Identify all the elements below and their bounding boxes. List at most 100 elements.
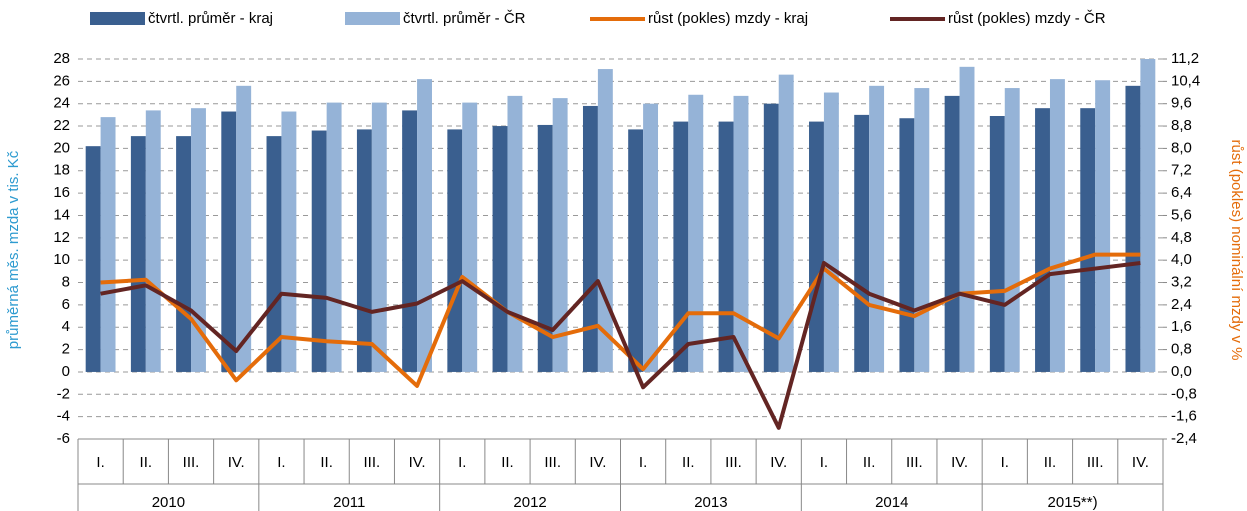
x-tick-label: IV. (770, 454, 787, 471)
bar (763, 103, 779, 372)
x-tick-label: III. (183, 454, 200, 471)
bar (778, 74, 794, 372)
y2-tick-label: 5,6 (1171, 206, 1192, 223)
bar (914, 88, 930, 372)
bar (673, 121, 689, 372)
x-tick-label: IV. (951, 454, 968, 471)
x-tick-label: I. (96, 454, 104, 471)
bar (899, 118, 915, 372)
bar (823, 92, 839, 372)
x-tick-label: I. (277, 454, 285, 471)
bar (854, 114, 870, 372)
bar (989, 116, 1005, 372)
bar (356, 129, 372, 372)
bar (1095, 80, 1111, 372)
bar (1049, 79, 1065, 372)
x-tick-label: III. (1087, 454, 1104, 471)
y2-tick-label: 0,0 (1171, 363, 1192, 380)
bar (221, 111, 237, 372)
y2-tick-label: 2,4 (1171, 296, 1192, 313)
x-tick-label: IV. (409, 454, 426, 471)
y2-tick-label: 8,8 (1171, 117, 1192, 134)
y2-tick-label: 11,2 (1171, 50, 1199, 67)
bar (537, 124, 553, 372)
x-tick-label: II. (682, 454, 695, 471)
y2-tick-label: 7,2 (1171, 162, 1192, 179)
y-tick-label: 18 (53, 162, 70, 179)
bar (944, 95, 960, 372)
y2-tick-label: -0,8 (1171, 385, 1197, 402)
y-tick-label: 20 (53, 139, 70, 156)
bar (447, 129, 463, 372)
group-label: 2014 (875, 494, 908, 511)
y-tick-label: 26 (53, 72, 70, 89)
legend-swatch (90, 12, 145, 25)
bar (1080, 108, 1096, 372)
y2-tick-label: 1,6 (1171, 318, 1192, 335)
y2-tick-label: 10,4 (1171, 72, 1200, 89)
x-tick-label: IV. (589, 454, 606, 471)
y-tick-label: -4 (57, 408, 70, 425)
y2-tick-label: 8,0 (1171, 139, 1192, 156)
legend-label: čtvrtl. průměr - kraj (148, 10, 273, 27)
bar (236, 85, 252, 372)
bar (628, 129, 644, 372)
group-label: 2015**) (1048, 494, 1098, 511)
y-tick-label: 24 (53, 95, 70, 112)
y-tick-label: 12 (53, 229, 70, 246)
group-label: 2013 (694, 494, 727, 511)
bar (371, 102, 387, 372)
x-tick-label: IV. (228, 454, 245, 471)
bar (733, 95, 749, 372)
y-tick-label: 6 (62, 296, 70, 313)
group-label: 2010 (152, 494, 185, 511)
bar (643, 103, 659, 372)
y-tick-label: 16 (53, 184, 70, 201)
bar (145, 110, 161, 372)
bar (688, 94, 704, 372)
legend-label: růst (pokles) mzdy - ČR (948, 10, 1106, 27)
y-tick-label: 10 (53, 251, 70, 268)
group-label: 2011 (333, 494, 365, 511)
x-tick-label: I. (1001, 454, 1009, 471)
line (100, 252, 1141, 388)
bar (281, 111, 297, 372)
line (100, 260, 1141, 430)
bar (326, 102, 342, 372)
x-tick-label: I. (820, 454, 828, 471)
bar (552, 98, 568, 372)
x-tick-label: III. (906, 454, 923, 471)
y-tick-label: -6 (57, 430, 70, 447)
y-tick-label: 28 (53, 50, 70, 67)
y2-tick-label: -2,4 (1171, 430, 1197, 447)
x-tick-label: II. (1044, 454, 1057, 471)
bar (507, 95, 523, 372)
bar (1125, 85, 1141, 372)
y2-tick-label: -1,6 (1171, 408, 1197, 425)
y-tick-label: 14 (53, 206, 70, 223)
y2-tick-label: 9,6 (1171, 95, 1192, 112)
x-tick-label: III. (364, 454, 381, 471)
group-label: 2012 (513, 494, 546, 511)
x-tick-label: III. (725, 454, 742, 471)
bar (1035, 108, 1050, 372)
bar (869, 85, 885, 372)
bar (266, 136, 282, 372)
bar (809, 121, 824, 372)
y2-axis-title: růst (pokles) nominální mzdy v % (1228, 140, 1245, 361)
bar (597, 69, 613, 372)
x-tick-label: I. (639, 454, 647, 471)
bar (130, 136, 146, 372)
x-tick-label: II. (320, 454, 333, 471)
x-tick-label: III. (544, 454, 561, 471)
bar (492, 126, 508, 372)
x-tick-label: II. (140, 454, 153, 471)
x-tick-label: IV. (1132, 454, 1149, 471)
y-tick-label: 2 (62, 341, 70, 358)
y2-tick-label: 6,4 (1171, 184, 1192, 201)
bar (402, 110, 418, 372)
bar (311, 130, 327, 372)
x-tick-label: I. (458, 454, 466, 471)
bar (1140, 59, 1156, 372)
